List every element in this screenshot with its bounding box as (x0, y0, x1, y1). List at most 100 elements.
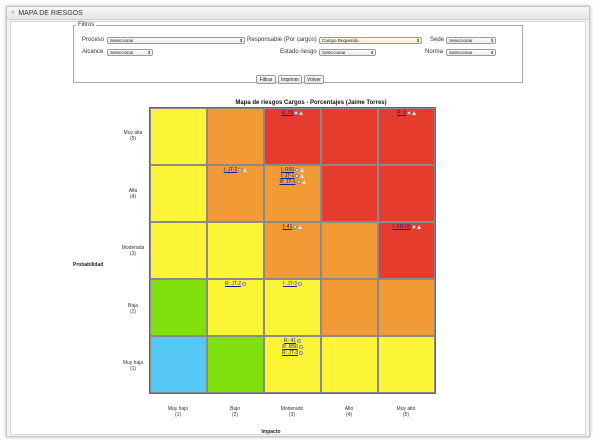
risk-cell (150, 165, 207, 222)
risk-tag: R: JT-1 (279, 179, 306, 185)
imprimir-button[interactable]: Imprimir (278, 75, 302, 84)
chevron-down-icon: ⬍ (490, 50, 494, 55)
estado-riesgo-select-value: Seleccionar (322, 50, 346, 55)
risk-tag-link[interactable]: I: R50 (280, 167, 295, 173)
risk-tag-link[interactable]: R: R50 (282, 344, 298, 350)
col-label-name: Muy alto (396, 406, 416, 412)
info-circle-icon[interactable] (293, 225, 298, 229)
warning-triangle-icon[interactable] (243, 168, 248, 172)
risk-tag: I: JT-1 (281, 173, 305, 179)
row-label-baja: Baja (2) (115, 303, 151, 315)
row-label-level: (2) (129, 309, 137, 315)
warning-triangle-icon[interactable] (299, 111, 304, 115)
risk-tag-link[interactable]: I: 41 (282, 224, 293, 230)
info-circle-icon[interactable] (296, 180, 301, 184)
risk-tag-link[interactable]: R: 9 (396, 110, 407, 116)
info-circle-icon[interactable] (298, 345, 303, 349)
col-label-level: (5) (402, 412, 410, 418)
col-label-bajo: Bajo (2) (207, 406, 263, 418)
probability-axis-label: Probabilidad (73, 262, 104, 268)
row-label-name: Muy alta (123, 130, 143, 136)
risk-tag: I: 41 (283, 224, 303, 230)
risk-tag-list: R: 9 (379, 110, 434, 116)
risk-tag-link[interactable]: R: 41 (284, 338, 296, 344)
risk-matrix-grid: R: 55 R: 9 I: JT-2 I: R50 I: JT-1 R: JT-1 I: 4… (149, 107, 436, 394)
proceso-label: Proceso (82, 37, 105, 43)
sede-select[interactable]: Seleccionar ⬍ (446, 37, 496, 44)
row-label-muy-baja: Muy baja (1) (115, 360, 151, 372)
chevron-down-icon: ⬍ (416, 38, 420, 43)
warning-triangle-icon[interactable] (298, 225, 303, 229)
risk-tag-link[interactable]: I: EN-00 (392, 224, 411, 230)
warning-triangle-icon[interactable] (300, 168, 305, 172)
risk-tag-link[interactable]: R: JT-3 (281, 350, 299, 356)
col-label-muy-alto: Muy alto (5) (378, 406, 434, 418)
risk-cell (321, 108, 378, 165)
info-circle-icon[interactable] (238, 168, 243, 172)
info-circle-icon[interactable] (295, 174, 300, 178)
impact-axis-label: Impacto (261, 429, 281, 435)
col-label-level: (2) (231, 412, 239, 418)
collapse-icon[interactable]: » (11, 10, 15, 16)
chevron-down-icon: ⬍ (239, 38, 243, 43)
warning-triangle-icon[interactable] (301, 180, 306, 184)
risk-tag-link[interactable]: I: JT-2 (223, 167, 238, 173)
responsable-label: Responsable (Por cargos) (247, 37, 317, 43)
alcance-select[interactable]: Seleccionar ⬍ (107, 49, 153, 56)
row-label-moderada: Moderada (3) (115, 245, 151, 257)
norma-label: Norma (425, 49, 444, 55)
risk-tag: R: 41 (284, 338, 301, 344)
risk-cell (321, 165, 378, 222)
risk-cell (321, 279, 378, 336)
col-label-name: Alto (344, 406, 354, 412)
norma-select-value: Seleccionar (449, 50, 473, 55)
risk-tag-link[interactable]: R: JT-2 (224, 281, 242, 287)
risk-cell (207, 108, 264, 165)
risk-cell: R: 41 R: R50 R: JT-3 (264, 336, 321, 393)
info-circle-icon[interactable] (294, 111, 299, 115)
risk-tag-link[interactable]: I: JT-1 (280, 173, 295, 179)
risk-cell (207, 222, 264, 279)
risk-tag-link[interactable]: R: 55 (281, 110, 294, 116)
estado-riesgo-label: Estado riesgo (280, 49, 317, 55)
risk-tag-link[interactable]: I: JT-3 (283, 281, 297, 287)
info-circle-icon[interactable] (295, 168, 300, 172)
col-label-level: (4) (345, 412, 353, 418)
warning-triangle-icon[interactable] (412, 111, 417, 115)
warning-triangle-icon[interactable] (416, 225, 421, 229)
risk-cell (321, 222, 378, 279)
alcance-select-value: Seleccionar (110, 50, 134, 55)
proceso-select[interactable]: Seleccionar ⬍ (107, 37, 245, 44)
info-circle-icon[interactable] (411, 225, 416, 229)
proceso-select-value: Seleccionar (110, 38, 134, 43)
row-label-name: Baja (127, 303, 138, 309)
volver-button[interactable]: Volver (304, 75, 324, 84)
col-label-name: Muy bajo (167, 406, 189, 412)
info-circle-icon[interactable] (299, 351, 304, 355)
risk-cell (207, 336, 264, 393)
estado-riesgo-select[interactable]: Seleccionar ⬍ (319, 49, 376, 56)
content-panel: Filtros Proceso Seleccionar ⬍ Responsabl… (10, 21, 586, 435)
chevron-down-icon: ⬍ (147, 50, 151, 55)
risk-cell (150, 222, 207, 279)
info-circle-icon[interactable] (296, 339, 301, 343)
info-circle-icon[interactable] (242, 282, 247, 286)
risk-tag-list: R: JT-2 (208, 281, 263, 287)
responsable-select[interactable]: Campo Requerido ⬍ (319, 37, 422, 44)
sede-select-value: Seleccionar (449, 38, 473, 43)
info-circle-icon[interactable] (407, 111, 412, 115)
info-circle-icon[interactable] (297, 282, 302, 286)
risk-tag-link[interactable]: R: JT-1 (279, 179, 296, 185)
risk-tag-list: I: JT-2 (208, 167, 263, 173)
risk-tag-list: I: JT-3 (265, 281, 320, 287)
norma-select[interactable]: Seleccionar ⬍ (446, 49, 496, 56)
row-label-name: Alta (128, 188, 138, 194)
filtrar-button[interactable]: Filtrar (256, 75, 276, 84)
warning-triangle-icon[interactable] (300, 174, 305, 178)
col-label-alto: Alto (4) (321, 406, 377, 418)
risk-tag: I: EN-00 (392, 224, 421, 230)
risk-cell: I: JT-3 (264, 279, 321, 336)
col-label-muy-bajo: Muy bajo (1) (150, 406, 206, 418)
responsable-select-value: Campo Requerido (322, 38, 359, 43)
alcance-label: Alcance (82, 49, 104, 55)
